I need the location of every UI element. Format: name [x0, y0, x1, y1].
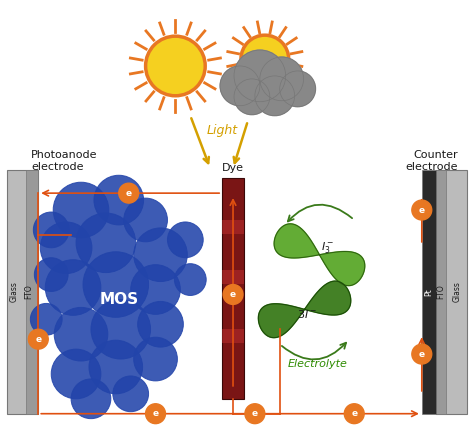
Circle shape	[174, 264, 206, 295]
Bar	[222, 178, 244, 399]
Text: Electrolyte: Electrolyte	[288, 359, 347, 369]
Circle shape	[137, 301, 183, 347]
Text: e: e	[153, 409, 159, 418]
Text: e: e	[419, 205, 425, 214]
Text: Pt: Pt	[424, 288, 433, 296]
Text: Light: Light	[207, 124, 237, 137]
Circle shape	[245, 404, 265, 424]
Bar	[7, 170, 38, 414]
Circle shape	[167, 222, 203, 258]
Circle shape	[134, 228, 187, 282]
Text: Photoanode
electrode: Photoanode electrode	[31, 150, 98, 172]
Circle shape	[260, 57, 303, 101]
Circle shape	[94, 175, 144, 225]
Text: MOS: MOS	[99, 292, 138, 307]
Bar	[422, 170, 436, 414]
Circle shape	[51, 349, 101, 399]
Circle shape	[71, 379, 111, 419]
Text: Dye: Dye	[222, 163, 244, 173]
Circle shape	[89, 340, 143, 394]
Circle shape	[113, 376, 148, 412]
Bar	[436, 170, 446, 414]
Circle shape	[344, 404, 364, 424]
Text: e: e	[351, 409, 357, 418]
Circle shape	[220, 66, 260, 106]
Circle shape	[33, 212, 69, 248]
Circle shape	[124, 198, 167, 242]
Circle shape	[280, 71, 316, 107]
Circle shape	[40, 222, 92, 273]
Circle shape	[223, 285, 243, 304]
Circle shape	[255, 76, 295, 116]
Text: e: e	[35, 335, 41, 344]
Circle shape	[34, 258, 68, 291]
Circle shape	[241, 35, 289, 83]
Circle shape	[54, 307, 108, 361]
Circle shape	[45, 260, 101, 315]
Bar	[222, 270, 244, 283]
Bar	[27, 170, 38, 414]
Polygon shape	[274, 224, 365, 285]
Circle shape	[134, 337, 177, 381]
Polygon shape	[258, 281, 351, 338]
Circle shape	[30, 303, 62, 335]
Text: Glass: Glass	[453, 282, 462, 303]
Circle shape	[53, 182, 109, 238]
Circle shape	[131, 265, 181, 314]
Circle shape	[412, 344, 432, 364]
Circle shape	[91, 300, 151, 359]
Circle shape	[234, 50, 286, 102]
Text: Glass: Glass	[10, 282, 19, 303]
Circle shape	[119, 183, 138, 203]
Bar	[436, 170, 467, 414]
Circle shape	[28, 329, 48, 349]
Text: Counter
electrode: Counter electrode	[405, 150, 457, 172]
Text: FTO: FTO	[436, 285, 445, 299]
Circle shape	[83, 252, 148, 317]
Text: $I_3^-$: $I_3^-$	[321, 240, 334, 255]
Text: FTO: FTO	[24, 285, 33, 299]
Bar	[222, 220, 244, 234]
Circle shape	[234, 79, 270, 115]
Text: e: e	[230, 290, 236, 299]
Circle shape	[146, 36, 205, 96]
Text: e: e	[252, 409, 258, 418]
Bar	[222, 329, 244, 343]
Text: $3I^-$: $3I^-$	[297, 308, 318, 320]
Circle shape	[412, 200, 432, 220]
Text: e: e	[419, 350, 425, 359]
Text: e: e	[126, 189, 132, 198]
Circle shape	[76, 213, 136, 273]
Circle shape	[146, 404, 165, 424]
